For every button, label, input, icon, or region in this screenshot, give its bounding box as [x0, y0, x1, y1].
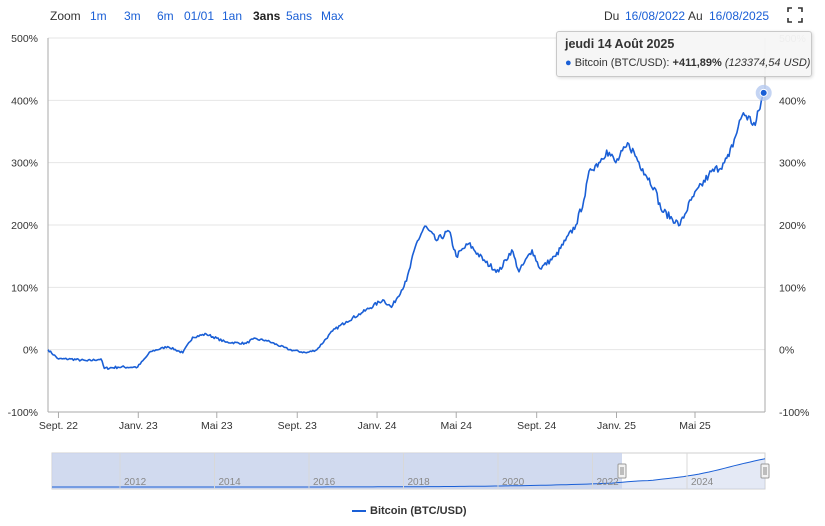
y-tick-label-right: -100% [779, 407, 809, 419]
navigator-year-label: 2022 [597, 477, 620, 488]
x-tick-label: Sept. 23 [278, 420, 317, 432]
y-tick-label-right: 0% [779, 345, 794, 357]
navigator-year-label: 2018 [408, 477, 431, 488]
from-date-input[interactable]: 16/08/2022 [625, 9, 686, 23]
fullscreen-icon[interactable] [786, 6, 804, 24]
x-tick-label: Janv. 23 [119, 420, 158, 432]
zoom-button-ytd[interactable]: 01/01 [184, 9, 215, 23]
zoom-label: Zoom [50, 9, 81, 23]
y-tick-label-right: 200% [779, 220, 806, 232]
hover-point[interactable] [759, 88, 768, 97]
navigator-mask [52, 453, 622, 489]
x-tick-label: Sept. 22 [39, 420, 78, 432]
tooltip-date: jeudi 14 Août 2025 [565, 37, 675, 51]
y-tick-label-left: 400% [11, 95, 38, 107]
navigator-year-label: 2020 [502, 477, 525, 488]
to-date-input[interactable]: 16/08/2025 [709, 9, 770, 23]
to-date-label: Au [688, 9, 703, 23]
tooltip-price: (123374,54 USD) [724, 57, 811, 69]
y-tick-label-left: -100% [8, 407, 38, 419]
zoom-button-1m[interactable]: 1m [90, 9, 107, 23]
y-tick-label-left: 500% [11, 33, 38, 45]
chart-toolbar: Zoom 1m 3m 6m 01/01 1an 3ans 5ans Max Du… [0, 0, 825, 30]
y-tick-label-left: 0% [23, 345, 38, 357]
y-tick-label-left: 300% [11, 158, 38, 170]
tooltip: jeudi 14 Août 2025 ● Bitcoin (BTC/USD): … [556, 31, 812, 77]
navigator[interactable]: 2012 2014 2016 2018 2020 2022 2024 [51, 452, 770, 490]
y-tick-label-left: 100% [11, 282, 38, 294]
x-tick-label: Janv. 24 [358, 420, 397, 432]
navigator-year-label: 2024 [691, 477, 714, 488]
zoom-button-3m[interactable]: 3m [124, 9, 141, 23]
navigator-area [52, 458, 765, 489]
y-axis-right: -100%0%100%200%300%400%500% [779, 33, 809, 419]
navigator-year-label: 2016 [313, 477, 336, 488]
x-axis: Sept. 22 Janv. 23 Mai 23 Sept. 23 Janv. 24 Ma… [39, 412, 711, 432]
y-tick-label-right: 100% [779, 282, 806, 294]
x-tick-label: Mai 25 [679, 420, 711, 432]
navigator-year-label: 2014 [219, 477, 242, 488]
navigator-year-label: 2012 [124, 477, 147, 488]
legend-swatch [352, 510, 366, 513]
tooltip-series-dot: ● [565, 57, 572, 69]
series-bitcoin[interactable] [47, 84, 772, 370]
x-tick-label: Janv. 25 [597, 420, 636, 432]
navigator-line [52, 458, 766, 488]
y-tick-label-left: 200% [11, 220, 38, 232]
series-line-bitcoin[interactable] [47, 92, 765, 370]
zoom-button-3y[interactable]: 3ans [253, 9, 281, 23]
zoom-button-1y[interactable]: 1an [222, 9, 243, 23]
legend-item-bitcoin[interactable]: Bitcoin (BTC/USD) [352, 505, 467, 517]
zoom-button-5y[interactable]: 5ans [286, 9, 313, 23]
navigator-handle-right[interactable] [760, 463, 770, 479]
y-tick-label-right: 400% [779, 95, 806, 107]
zoom-button-max[interactable]: Max [321, 9, 344, 23]
legend-label: Bitcoin (BTC/USD) [370, 505, 467, 517]
grid-lines [47, 37, 766, 413]
y-axis-left: -100% 0% 100% 200% 300% 400% 500% [8, 33, 38, 419]
y-tick-label-right: 300% [779, 158, 806, 170]
navigator-handle-left[interactable] [617, 463, 627, 479]
tooltip-series-name: Bitcoin (BTC/USD): [574, 57, 670, 69]
from-date-label: Du [604, 9, 620, 23]
tooltip-series-line: ● Bitcoin (BTC/USD): +411,89% (123374,54… [565, 57, 810, 69]
x-tick-label: Mai 23 [201, 420, 233, 432]
x-tick-label: Mai 24 [440, 420, 472, 432]
x-tick-label: Sept. 24 [517, 420, 556, 432]
zoom-button-6m[interactable]: 6m [157, 9, 174, 23]
tooltip-change: +411,89% [672, 57, 722, 69]
